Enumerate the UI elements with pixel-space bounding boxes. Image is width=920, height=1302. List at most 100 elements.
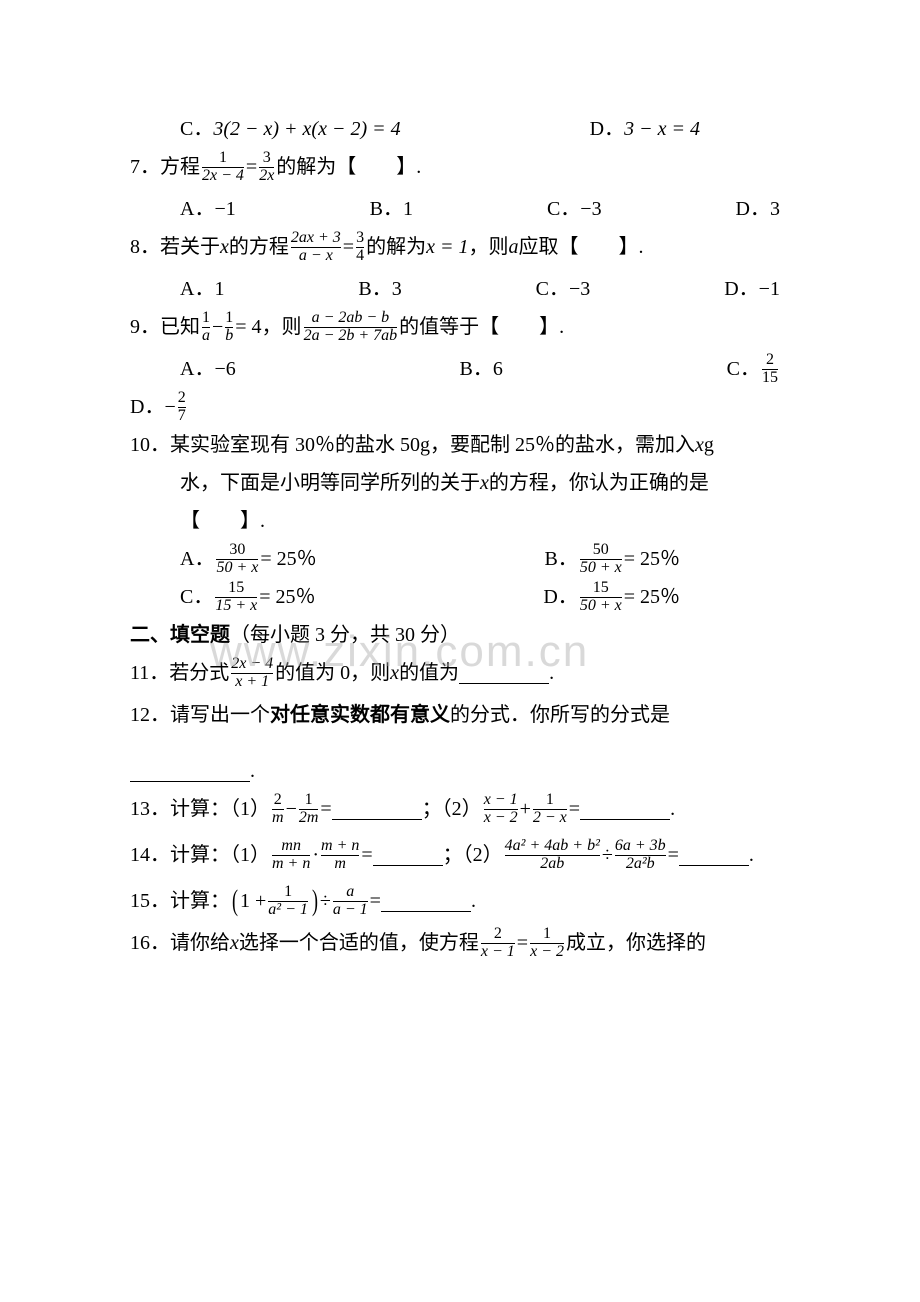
expr: 3 − x = 4 bbox=[624, 118, 700, 140]
expr: 3(2 − x) + x(x − 2) = 4 bbox=[213, 118, 400, 140]
num: 1 bbox=[225, 310, 233, 327]
option-a: A．−6 bbox=[180, 350, 236, 388]
q12-line2: . bbox=[130, 752, 800, 790]
num: 2 bbox=[481, 926, 515, 943]
text: 计算： bbox=[170, 882, 230, 920]
q10-options-ab: A． 3050 + x = 25％ B． 5050 + x = 25％ bbox=[130, 540, 800, 578]
q16: 16． 请你给 x 选择一个合适的值，使方程 2x − 1 = 1x − 2 成… bbox=[130, 924, 800, 962]
var-x: x bbox=[480, 464, 489, 502]
den: 2x bbox=[259, 167, 274, 185]
period: . bbox=[638, 228, 643, 266]
text: ，则 bbox=[468, 228, 508, 266]
den: 7 bbox=[178, 407, 186, 425]
option-d: D．3 bbox=[736, 190, 780, 228]
fraction: 1515 + x bbox=[215, 580, 257, 615]
period: . bbox=[559, 308, 564, 346]
label: D． bbox=[590, 118, 624, 140]
num: a − 2ab − b bbox=[304, 310, 398, 327]
eq: = bbox=[370, 882, 381, 920]
answer-blank[interactable] bbox=[381, 891, 471, 912]
period: . bbox=[260, 502, 265, 540]
den: x − 2 bbox=[484, 809, 518, 827]
var-x: x bbox=[695, 426, 704, 464]
num: mn bbox=[272, 838, 310, 855]
den: 50 + x bbox=[216, 559, 258, 577]
page-content: C．3(2 − x) + x(x − 2) = 4 D．3 − x = 4 7．… bbox=[0, 0, 920, 1026]
answer-blank[interactable] bbox=[679, 845, 749, 866]
text: 若关于 bbox=[160, 228, 220, 266]
q-number: 10． bbox=[130, 426, 170, 464]
label: D． bbox=[543, 578, 577, 616]
q-number: 7． bbox=[130, 148, 160, 186]
num: m + n bbox=[321, 838, 359, 855]
den: m + n bbox=[272, 855, 310, 873]
eq: = bbox=[668, 836, 679, 874]
fraction: 2x − 4x + 1 bbox=[231, 656, 273, 691]
text: 的值为 bbox=[399, 654, 459, 692]
q11: 11． 若分式 2x − 4x + 1 的值为 0，则 x 的值为 . bbox=[130, 654, 800, 692]
num: 1 bbox=[202, 150, 244, 167]
den: 2a − 2b + 7ab bbox=[304, 327, 398, 345]
label: D． bbox=[130, 388, 164, 426]
q10-line2: 水，下面是小明等同学所列的关于 x 的方程，你认为正确的是 bbox=[130, 464, 800, 502]
fraction: 1b bbox=[225, 310, 233, 345]
answer-bracket: 【 】 bbox=[336, 148, 416, 186]
q8-options: A．1 B．3 C．−3 D．−1 bbox=[130, 270, 800, 308]
period: . bbox=[416, 148, 421, 186]
text: ；（2） bbox=[422, 790, 482, 828]
num: 3 bbox=[259, 150, 274, 167]
answer-blank[interactable] bbox=[332, 799, 422, 820]
eq: = bbox=[361, 836, 372, 874]
fraction: 27 bbox=[178, 390, 186, 425]
den: 2a²b bbox=[615, 855, 666, 873]
q-number: 12． bbox=[130, 696, 170, 734]
q9-options-abc: A．−6 B．6 C． 215 bbox=[130, 350, 800, 388]
text: 计算：（1） bbox=[170, 790, 270, 828]
answer-blank[interactable] bbox=[130, 761, 250, 782]
den: 2 − x bbox=[533, 809, 567, 827]
option-d: D．−1 bbox=[724, 270, 780, 308]
eq: = bbox=[246, 148, 257, 186]
q-number: 15． bbox=[130, 882, 170, 920]
text: 的方程 bbox=[229, 228, 289, 266]
period: . bbox=[250, 752, 255, 790]
num: 15 bbox=[215, 580, 257, 597]
fraction: x − 1x − 2 bbox=[484, 792, 518, 827]
period: . bbox=[471, 882, 476, 920]
text: 方程 bbox=[160, 148, 200, 186]
neg: − bbox=[164, 388, 175, 426]
q15: 15． 计算： ( 1 + 1a² − 1 ) ÷ aa − 1 = . bbox=[130, 882, 800, 920]
text: 的值等于 bbox=[399, 308, 479, 346]
text: 水，下面是小明等同学所列的关于 bbox=[180, 464, 480, 502]
q6-option-c: C．3(2 − x) + x(x − 2) = 4 bbox=[180, 110, 401, 148]
den: 2ab bbox=[505, 855, 600, 873]
num: 2 bbox=[178, 390, 186, 407]
num: x − 1 bbox=[484, 792, 518, 809]
den: a − x bbox=[291, 247, 341, 265]
q-number: 8． bbox=[130, 228, 160, 266]
answer-blank[interactable] bbox=[580, 799, 670, 820]
num: a bbox=[333, 884, 368, 901]
section-2-heading: 二、填空题 （每小题 3 分，共 30 分） bbox=[130, 616, 800, 654]
fraction: 1550 + x bbox=[580, 580, 622, 615]
eq: = 4 bbox=[235, 308, 261, 346]
tail: = 25％ bbox=[624, 540, 680, 578]
option-d: D． 1550 + x = 25％ bbox=[543, 578, 680, 616]
answer-blank[interactable] bbox=[373, 845, 443, 866]
text: 计算：（1） bbox=[170, 836, 270, 874]
fraction: 1a bbox=[202, 310, 210, 345]
answer-blank[interactable] bbox=[459, 663, 549, 684]
period: . bbox=[749, 836, 754, 874]
option-a: A． 3050 + x = 25％ bbox=[180, 540, 317, 578]
option-b: B． 5050 + x = 25％ bbox=[544, 540, 680, 578]
var-a: a bbox=[508, 228, 518, 266]
text: 的分式．你所写的分式是 bbox=[450, 696, 670, 734]
den: 15 bbox=[762, 369, 778, 387]
fraction: 1a² − 1 bbox=[268, 884, 308, 919]
bold-text: 对任意实数都有意义 bbox=[270, 696, 450, 734]
q6-options-cd: C．3(2 − x) + x(x − 2) = 4 D．3 − x = 4 bbox=[130, 110, 800, 148]
option-b: B．3 bbox=[358, 270, 401, 308]
fraction: 2x − 1 bbox=[481, 926, 515, 961]
num: 2 bbox=[762, 352, 778, 369]
den: m bbox=[272, 809, 284, 827]
